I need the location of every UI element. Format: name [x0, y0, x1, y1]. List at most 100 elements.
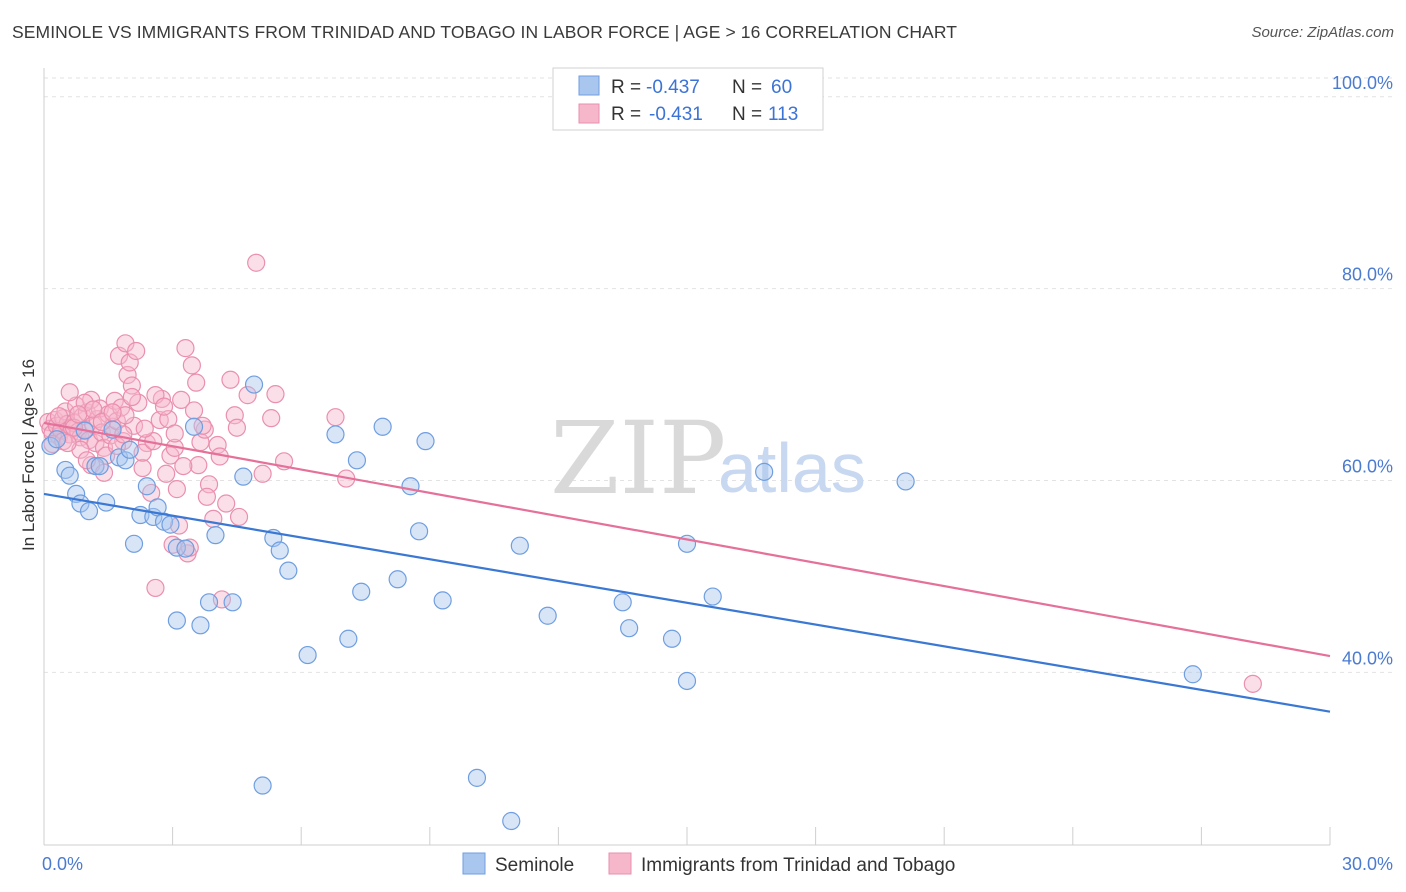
seminole-point	[662, 629, 682, 648]
x-tick-label-min: 0.0%	[42, 854, 83, 874]
trinidad-point	[86, 433, 105, 453]
trinidad-point	[229, 507, 249, 527]
bottom-legend-swatch-pink	[608, 852, 632, 875]
trend-lines	[43, 421, 1331, 713]
seminole-point	[401, 477, 420, 496]
seminole-point	[677, 671, 697, 691]
legend-r-value-1: -0.437	[646, 77, 700, 98]
trinidad-point	[157, 464, 176, 483]
seminole-point	[467, 768, 487, 787]
seminole-point	[223, 593, 242, 612]
bottom-legend-label-trinidad: Immigrants from Trinidad and Tobago	[641, 855, 955, 876]
seminole-point	[60, 466, 79, 485]
trinidad-point	[165, 424, 184, 443]
legend-n-value-2: 113	[768, 104, 798, 125]
legend-r-label-1: R =	[611, 77, 641, 98]
seminole-point	[167, 611, 186, 630]
axes	[43, 68, 1331, 846]
trinidad-point	[197, 487, 216, 506]
seminole-point	[116, 451, 135, 470]
trinidad-point	[1243, 674, 1262, 693]
legend-n-label-1: N =	[732, 77, 762, 98]
seminole-point	[409, 522, 429, 541]
seminole-point	[279, 561, 298, 580]
seminole-point	[502, 811, 521, 831]
seminole-point	[347, 451, 367, 470]
seminole-point	[433, 591, 452, 610]
seminole-point	[206, 526, 225, 545]
seminole-point	[620, 619, 639, 638]
trinidad-point	[184, 401, 204, 420]
trinidad-point	[262, 409, 281, 428]
legend-r-value-2: -0.431	[649, 104, 703, 125]
seminole-point	[120, 440, 139, 459]
watermark-atlas: atlas	[718, 429, 866, 507]
seminole-point	[339, 629, 358, 648]
y-tick-label: 40.0%	[1342, 648, 1393, 668]
trinidad-point	[69, 405, 88, 424]
seminole-point	[253, 776, 272, 795]
trinidad-point	[127, 341, 146, 361]
seminole-point	[47, 430, 66, 449]
trinidad-point	[167, 480, 186, 499]
seminole-point	[86, 456, 105, 476]
trinidad-point	[217, 494, 236, 513]
trinidad-point	[174, 456, 193, 476]
trinidad-point	[253, 464, 272, 483]
legend-swatch-blue	[578, 75, 600, 96]
legend-r-label-2: R =	[611, 104, 641, 125]
seminole-point	[1183, 665, 1202, 684]
trinidad-point	[238, 386, 257, 405]
trinidad-point	[189, 456, 208, 475]
seminole-point	[896, 472, 915, 491]
seminole-point	[244, 375, 264, 394]
trinidad-point	[187, 373, 206, 392]
seminole-trend-line	[43, 492, 1331, 713]
y-axis-label: In Labor Force | Age > 16	[19, 359, 38, 551]
seminole-point	[124, 534, 144, 553]
watermark-zip: ZIP	[550, 400, 726, 517]
trinidad-point	[49, 407, 69, 426]
trinidad-trend-line	[43, 421, 1331, 658]
legend-n-label-2: N =	[732, 104, 762, 125]
seminole-point	[416, 432, 435, 451]
x-tick-label-max: 30.0%	[1342, 854, 1393, 874]
series-pink-points	[39, 253, 1262, 693]
grid-lines	[44, 77, 1394, 673]
y-tick-label: 60.0%	[1342, 456, 1393, 476]
trinidad-point	[221, 370, 240, 389]
y-tick-labels: 100.0% 80.0% 60.0% 40.0%	[1332, 73, 1393, 669]
seminole-point	[703, 587, 722, 606]
y-tick-label: 80.0%	[1342, 265, 1393, 285]
seminole-point	[270, 541, 289, 560]
seminole-point	[234, 467, 253, 486]
seminole-point	[191, 616, 210, 635]
seminole-point	[184, 417, 204, 436]
trinidad-point	[176, 339, 195, 358]
seminole-point	[137, 477, 156, 496]
legend-swatch-pink	[578, 103, 600, 124]
trinidad-point	[60, 383, 79, 402]
trinidad-point	[133, 458, 152, 478]
seminole-point	[538, 606, 557, 625]
trinidad-point	[154, 397, 174, 416]
seminole-point	[298, 645, 317, 665]
seminole-point	[755, 462, 774, 481]
seminole-point	[388, 570, 407, 589]
seminole-point	[613, 593, 632, 612]
series-legend: Seminole Immigrants from Trinidad and To…	[462, 852, 955, 876]
seminole-point	[90, 456, 109, 476]
trinidad-point	[172, 390, 191, 410]
trinidad-point	[135, 419, 154, 438]
legend-n-value-1: 60	[771, 77, 792, 98]
seminole-point	[41, 436, 60, 456]
trinidad-point	[146, 578, 165, 598]
trinidad-point	[58, 433, 77, 453]
seminole-point	[161, 515, 180, 534]
trinidad-point	[204, 509, 223, 528]
seminole-point	[352, 582, 371, 601]
seminole-point	[199, 593, 219, 612]
bottom-legend-swatch-blue	[462, 852, 486, 875]
seminole-point	[79, 502, 99, 521]
